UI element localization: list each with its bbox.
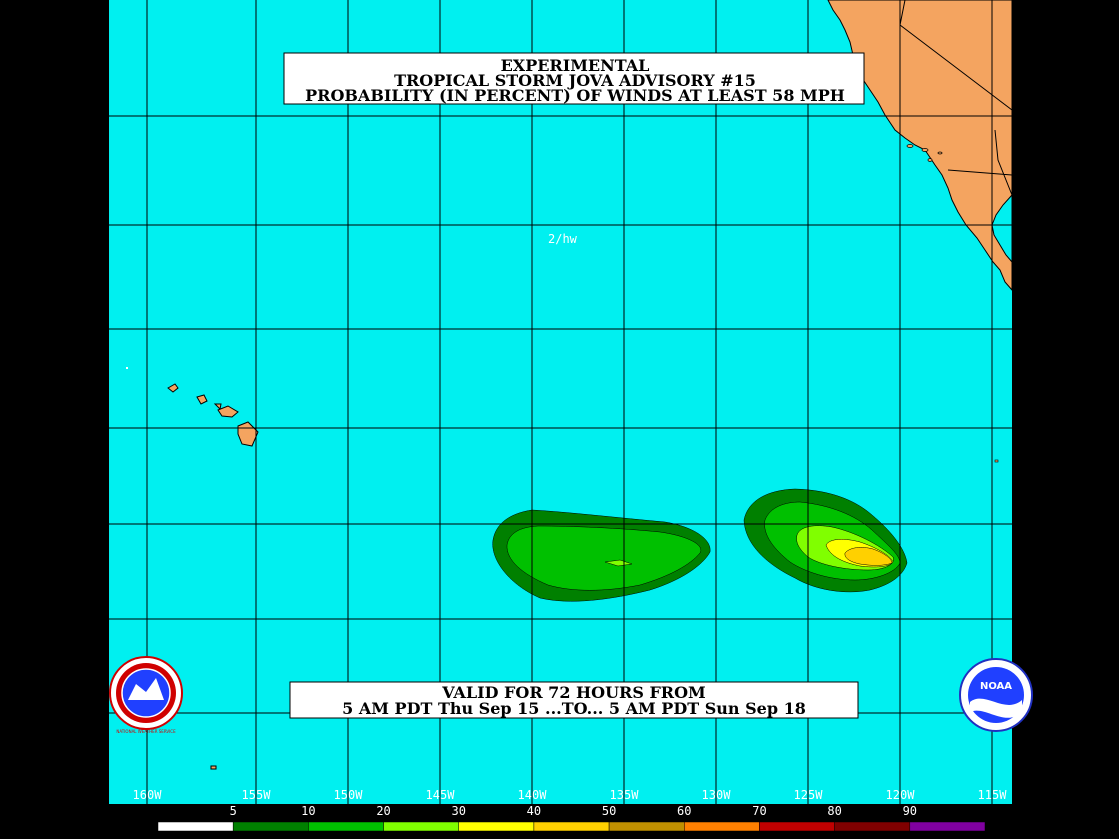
title-line-2: TROPICAL STORM JOVA ADVISORY #15 bbox=[394, 71, 756, 90]
contour-20-west bbox=[604, 559, 633, 567]
scale-label: 5 bbox=[230, 804, 237, 818]
scale-label: 40 bbox=[527, 804, 541, 818]
valid-line-2: 5 AM PDT Thu Sep 15 ...TO... 5 AM PDT Su… bbox=[342, 699, 806, 718]
longitude-label: 135W bbox=[610, 788, 640, 802]
probability-color-scale bbox=[157, 821, 986, 832]
scale-label: 70 bbox=[752, 804, 766, 818]
longitude-label: 140W bbox=[518, 788, 548, 802]
latitude-label: 10N bbox=[85, 612, 107, 626]
scale-swatch bbox=[458, 821, 535, 832]
small-island-marker bbox=[126, 367, 128, 369]
latitude-label: 30N bbox=[85, 218, 107, 232]
annotation-text: 2/hw bbox=[548, 232, 578, 246]
scale-swatch bbox=[308, 821, 384, 832]
longitude-label: 145W bbox=[426, 788, 456, 802]
scale-label: 50 bbox=[602, 804, 616, 818]
longitude-label: 115W bbox=[978, 788, 1008, 802]
latitude-label: 35N bbox=[85, 109, 107, 123]
noaa-wave-icon bbox=[970, 698, 1022, 718]
scale-label: 10 bbox=[301, 804, 315, 818]
channel-islands bbox=[906, 144, 943, 162]
scale-swatch bbox=[157, 821, 234, 832]
longitude-label: 130W bbox=[702, 788, 732, 802]
latitude-label: 15N bbox=[85, 517, 107, 531]
longitude-label: 125W bbox=[794, 788, 824, 802]
gulf-of-california bbox=[991, 193, 1013, 264]
longitude-label: 160W bbox=[133, 788, 163, 802]
longitude-labels: 160W 155W 150W 145W 140W 135W 130W 125W 120W 115W bbox=[133, 788, 1008, 802]
contour-40-east bbox=[844, 547, 893, 566]
nws-logo: NATIONAL WEATHER SERVICE bbox=[109, 656, 183, 734]
west-contours bbox=[492, 509, 711, 602]
nws-emblem-icon bbox=[128, 678, 164, 700]
latitude-labels: 35N 30N 25N 20N 15N 10N bbox=[85, 109, 107, 626]
title-line-3: PROBABILITY (IN PERCENT) OF WINDS AT LEA… bbox=[305, 86, 845, 105]
scale-label: 90 bbox=[903, 804, 917, 818]
scale-label: 60 bbox=[677, 804, 691, 818]
scale-label: 20 bbox=[376, 804, 390, 818]
clarion-island bbox=[994, 459, 999, 463]
scale-swatch bbox=[608, 821, 685, 832]
longitude-label: 150W bbox=[334, 788, 364, 802]
scale-swatch bbox=[909, 821, 986, 832]
longitude-label: 120W bbox=[886, 788, 916, 802]
scale-swatch bbox=[759, 821, 835, 832]
scale-swatch bbox=[684, 821, 760, 832]
title-box: EXPERIMENTAL TROPICAL STORM JOVA ADVISOR… bbox=[283, 52, 865, 105]
scale-swatch bbox=[533, 821, 610, 832]
noaa-logo-text: NOAA bbox=[980, 681, 1012, 692]
scale-swatch bbox=[834, 821, 911, 832]
latitude-label: 25N bbox=[85, 322, 107, 336]
valid-line-1: VALID FOR 72 HOURS FROM bbox=[441, 683, 706, 702]
scale-label: 80 bbox=[827, 804, 841, 818]
land-borders bbox=[899, 0, 1013, 196]
contour-10-west bbox=[506, 525, 702, 591]
noaa-logo: NOAA bbox=[959, 658, 1033, 732]
scale-swatch bbox=[232, 821, 309, 832]
valid-period-box: VALID FOR 72 HOURS FROM 5 AM PDT Thu Sep… bbox=[289, 681, 859, 719]
ocean bbox=[109, 0, 1012, 804]
scale-swatch bbox=[383, 821, 459, 832]
nws-logo-text: NATIONAL WEATHER SERVICE bbox=[116, 729, 176, 734]
east-contours bbox=[743, 488, 908, 593]
longitude-label: 155W bbox=[242, 788, 272, 802]
probability-scale-labels: 5 10 20 30 40 50 60 70 80 90 bbox=[230, 804, 917, 818]
title-line-1: EXPERIMENTAL bbox=[501, 56, 650, 75]
latitude-label: 20N bbox=[85, 421, 107, 435]
scale-label: 30 bbox=[452, 804, 466, 818]
